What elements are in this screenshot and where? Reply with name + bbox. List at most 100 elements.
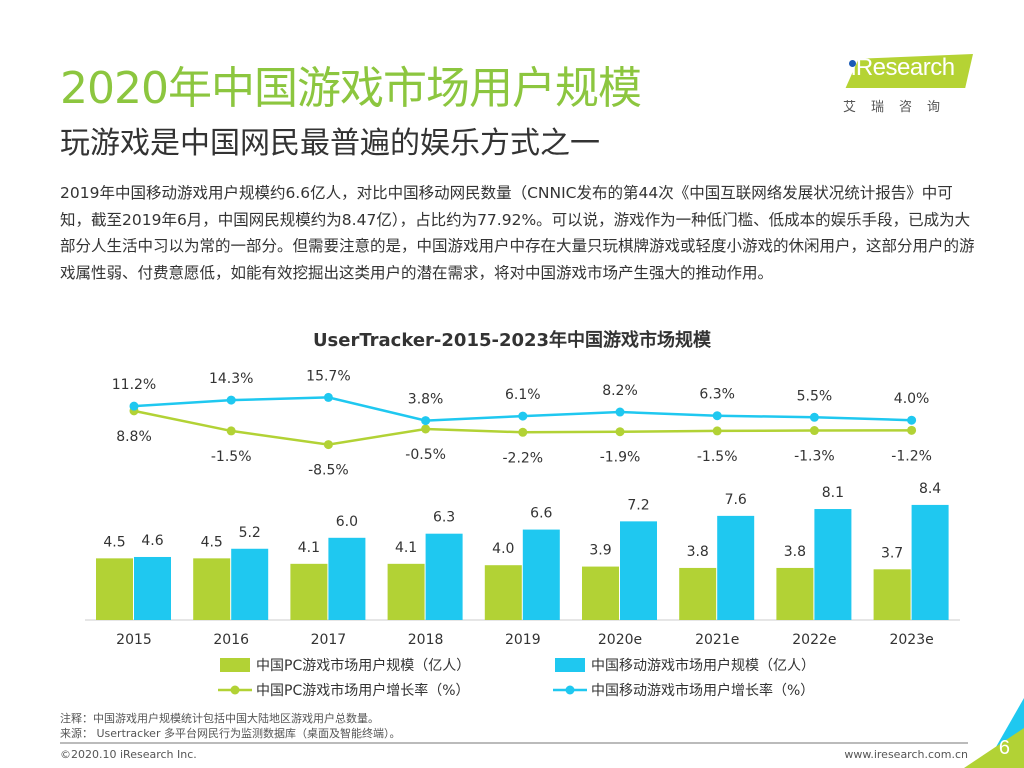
- bar: [134, 556, 171, 620]
- bar-label: 7.2: [627, 497, 649, 513]
- line-label: -1.5%: [697, 449, 738, 465]
- legend-marker: [565, 685, 575, 695]
- line-point: [518, 411, 528, 421]
- line-label: -2.2%: [502, 450, 543, 466]
- line-label: -1.2%: [891, 448, 932, 464]
- line-label: 6.1%: [505, 387, 541, 403]
- bar: [582, 566, 619, 620]
- line-point: [809, 412, 819, 422]
- line-point: [615, 427, 625, 437]
- legend-label: 中国移动游戏市场用户规模（亿人）: [591, 657, 815, 674]
- line-label: 14.3%: [209, 371, 253, 387]
- bar: [620, 521, 657, 620]
- bar-label: 4.1: [298, 540, 320, 556]
- x-tick-label: 2016: [213, 632, 249, 648]
- line-point: [421, 416, 431, 426]
- page-number: 6: [998, 737, 1010, 759]
- bar: [522, 529, 560, 620]
- x-tick-label: 2022e: [792, 632, 836, 648]
- x-tick-label: 2015: [116, 632, 152, 648]
- bar-label: 4.5: [103, 534, 125, 550]
- bar-label: 8.4: [919, 481, 941, 497]
- x-tick-label: 2017: [311, 632, 347, 648]
- bar-label: 4.5: [201, 534, 223, 550]
- bar: [387, 563, 425, 620]
- line-label: 6.3%: [699, 387, 735, 403]
- line-point: [907, 425, 917, 435]
- bar-label: 8.1: [822, 485, 844, 501]
- bar: [484, 565, 522, 620]
- logo-cn: 艾瑞咨询: [843, 100, 956, 115]
- line-point: [226, 395, 236, 405]
- line-label: 3.8%: [408, 392, 444, 408]
- line-point: [712, 411, 722, 421]
- bar: [776, 567, 814, 620]
- bar-label: 5.2: [239, 525, 261, 541]
- page-title: 2020年中国游戏市场用户规模: [60, 63, 642, 114]
- bar: [290, 563, 328, 620]
- iresearch-logo: iResearch 艾瑞咨询: [843, 54, 973, 115]
- line-label: -0.5%: [405, 447, 446, 463]
- line-point: [712, 426, 722, 436]
- bar: [873, 569, 911, 620]
- bar-label: 3.7: [881, 545, 903, 561]
- line-point: [615, 407, 625, 417]
- bar: [679, 567, 717, 620]
- bar: [193, 558, 231, 620]
- bar: [328, 537, 366, 620]
- line-label: -1.9%: [600, 450, 641, 466]
- legend-marker: [230, 685, 240, 695]
- divider: [60, 742, 968, 744]
- bar-label: 6.0: [336, 514, 358, 530]
- line-point: [809, 426, 819, 436]
- bar-label: 6.6: [530, 506, 552, 522]
- line-label: 5.5%: [797, 388, 833, 404]
- line-point: [323, 440, 333, 450]
- x-tick-label: 2023e: [889, 632, 933, 648]
- line-label: -1.3%: [794, 449, 835, 465]
- line-label: 8.8%: [116, 429, 152, 445]
- chart: 2015 4.5 4.6 2016 4.5 5.2 2017 4.1 6.0 2018 4.1 6.3…: [85, 368, 960, 699]
- legend-label: 中国PC游戏市场用户增长率（%）: [256, 682, 470, 699]
- bar-label: 4.1: [395, 540, 417, 556]
- bar-label: 6.3: [433, 510, 455, 526]
- body-text: 2019年中国移动游戏用户规模约6.6亿人，对比中国移动网民数量（CNNIC发布…: [60, 184, 975, 282]
- legend-label: 中国PC游戏市场用户规模（亿人）: [256, 657, 470, 674]
- line-label: 11.2%: [112, 377, 156, 393]
- x-tick-label: 2019: [505, 632, 541, 648]
- bar-label: 3.9: [589, 543, 611, 559]
- note: 注释：中国游戏用户规模统计包括中国大陆地区游戏用户总数量。: [60, 712, 379, 725]
- bar-label: 3.8: [687, 544, 709, 560]
- bar-label: 4.0: [492, 541, 514, 557]
- bar-label: 3.8: [784, 544, 806, 560]
- line-point: [226, 426, 236, 436]
- bar-label: 7.6: [725, 492, 747, 508]
- x-tick-label: 2018: [408, 632, 444, 648]
- x-tick-label: 2021e: [695, 632, 739, 648]
- line-label: 8.2%: [602, 383, 638, 399]
- bar: [231, 548, 269, 620]
- line-point: [421, 424, 431, 434]
- page-subtitle: 玩游戏是中国网民最普遍的娱乐方式之一: [60, 126, 600, 161]
- x-tick-label: 2020e: [598, 632, 642, 648]
- legend-label: 中国移动游戏市场用户增长率（%）: [591, 682, 814, 699]
- line-label: 15.7%: [306, 368, 350, 384]
- bar: [911, 504, 949, 620]
- line-point: [323, 392, 333, 402]
- copyright: ©2020.10 iResearch Inc.: [60, 748, 197, 761]
- bar: [96, 558, 133, 620]
- line-label: -1.5%: [211, 449, 252, 465]
- line-point: [518, 427, 528, 437]
- legend-swatch: [555, 658, 585, 672]
- logo-en: iResearch: [851, 54, 955, 81]
- bar: [717, 515, 755, 620]
- bar: [425, 533, 463, 620]
- bar: [814, 509, 852, 620]
- source: 来源： Usertracker 多平台网民行为监测数据库（桌面及智能终端）。: [60, 727, 401, 740]
- bar-label: 4.6: [141, 533, 163, 549]
- website-link[interactable]: www.iresearch.com.cn: [844, 748, 968, 761]
- legend-swatch: [220, 658, 250, 672]
- line-label: -8.5%: [308, 463, 349, 479]
- line-label: 4.0%: [894, 391, 930, 407]
- corner-decoration: [964, 698, 1024, 768]
